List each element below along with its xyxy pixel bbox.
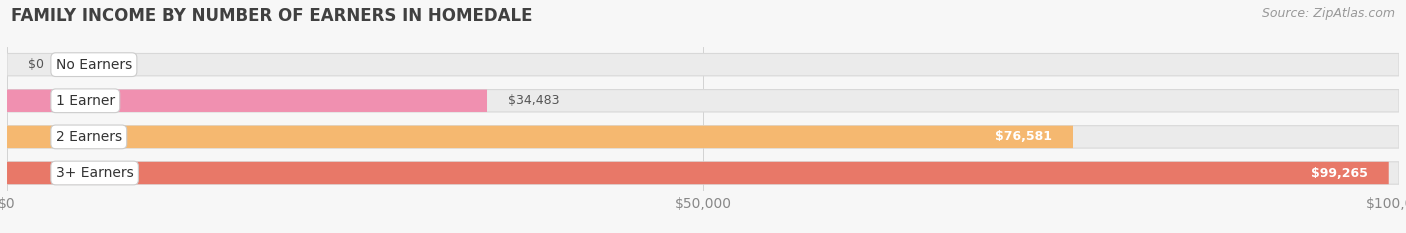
FancyBboxPatch shape bbox=[7, 126, 1073, 148]
Text: $34,483: $34,483 bbox=[508, 94, 560, 107]
Text: $0: $0 bbox=[28, 58, 44, 71]
FancyBboxPatch shape bbox=[7, 89, 1399, 112]
Text: 1 Earner: 1 Earner bbox=[56, 94, 115, 108]
FancyBboxPatch shape bbox=[7, 89, 486, 112]
Text: FAMILY INCOME BY NUMBER OF EARNERS IN HOMEDALE: FAMILY INCOME BY NUMBER OF EARNERS IN HO… bbox=[11, 7, 533, 25]
Text: 3+ Earners: 3+ Earners bbox=[56, 166, 134, 180]
Text: No Earners: No Earners bbox=[56, 58, 132, 72]
Text: $99,265: $99,265 bbox=[1310, 167, 1368, 179]
Text: $76,581: $76,581 bbox=[995, 130, 1052, 143]
FancyBboxPatch shape bbox=[7, 162, 1399, 184]
FancyBboxPatch shape bbox=[7, 53, 1399, 76]
FancyBboxPatch shape bbox=[7, 162, 1389, 184]
Text: Source: ZipAtlas.com: Source: ZipAtlas.com bbox=[1261, 7, 1395, 20]
FancyBboxPatch shape bbox=[7, 126, 1399, 148]
Text: 2 Earners: 2 Earners bbox=[56, 130, 122, 144]
